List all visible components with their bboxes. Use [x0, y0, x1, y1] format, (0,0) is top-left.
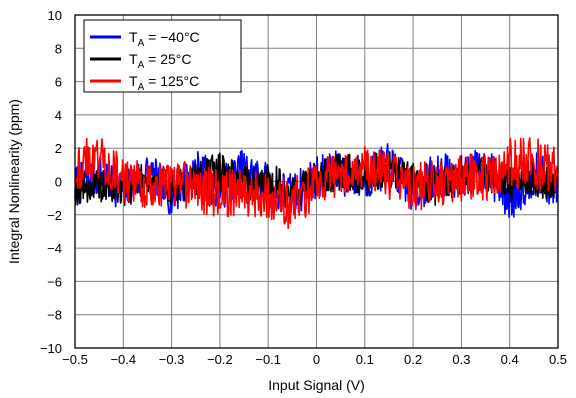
- x-tick-label: −0.2: [207, 352, 233, 367]
- y-tick-labels: −10 −8 −6 −4 −2 0 2 4 6 8 10: [40, 8, 62, 356]
- plot-frame: [74, 14, 559, 349]
- y-tick-label: −10: [40, 341, 62, 356]
- legend-label: TA = 25°C: [129, 51, 191, 71]
- x-tick-label: 0.5: [549, 352, 567, 367]
- y-tick-label: −4: [47, 241, 62, 256]
- x-tick-label: −0.5: [62, 352, 88, 367]
- x-tick-label: −0.4: [110, 352, 136, 367]
- x-tick-label: −0.3: [159, 352, 185, 367]
- x-tick-label: 0.3: [452, 352, 470, 367]
- x-tick-labels: −0.5 −0.4 −0.3 −0.2 −0.1 0 0.1 0.2 0.3 0.4 0.5: [62, 352, 567, 367]
- y-axis-label: Integral Nonlinearity (ppm): [6, 99, 22, 264]
- y-tick-label: −8: [47, 308, 62, 323]
- y-tick-label: −2: [47, 208, 62, 223]
- y-tick-label: 2: [55, 141, 62, 156]
- legend: TA = −40°CTA = 25°CTA = 125°C: [83, 19, 242, 93]
- y-tick-label: −6: [47, 274, 62, 289]
- x-tick-label: 0.1: [356, 352, 374, 367]
- legend-label: TA = 125°C: [129, 73, 199, 93]
- x-tick-label: 0.2: [404, 352, 422, 367]
- y-tick-label: 6: [55, 75, 62, 90]
- y-tick-label: 10: [48, 8, 62, 23]
- series-line: [74, 137, 559, 230]
- x-axis-label: Input Signal (V): [268, 377, 365, 393]
- x-tick-label: 0: [313, 352, 320, 367]
- x-tick-label: 0.4: [501, 352, 519, 367]
- series-lines: [74, 137, 559, 230]
- legend-label: TA = −40°C: [129, 29, 200, 49]
- y-tick-label: 4: [55, 108, 62, 123]
- y-tick-label: 0: [55, 175, 62, 190]
- x-tick-label: −0.1: [255, 352, 281, 367]
- y-tick-label: 8: [55, 41, 62, 56]
